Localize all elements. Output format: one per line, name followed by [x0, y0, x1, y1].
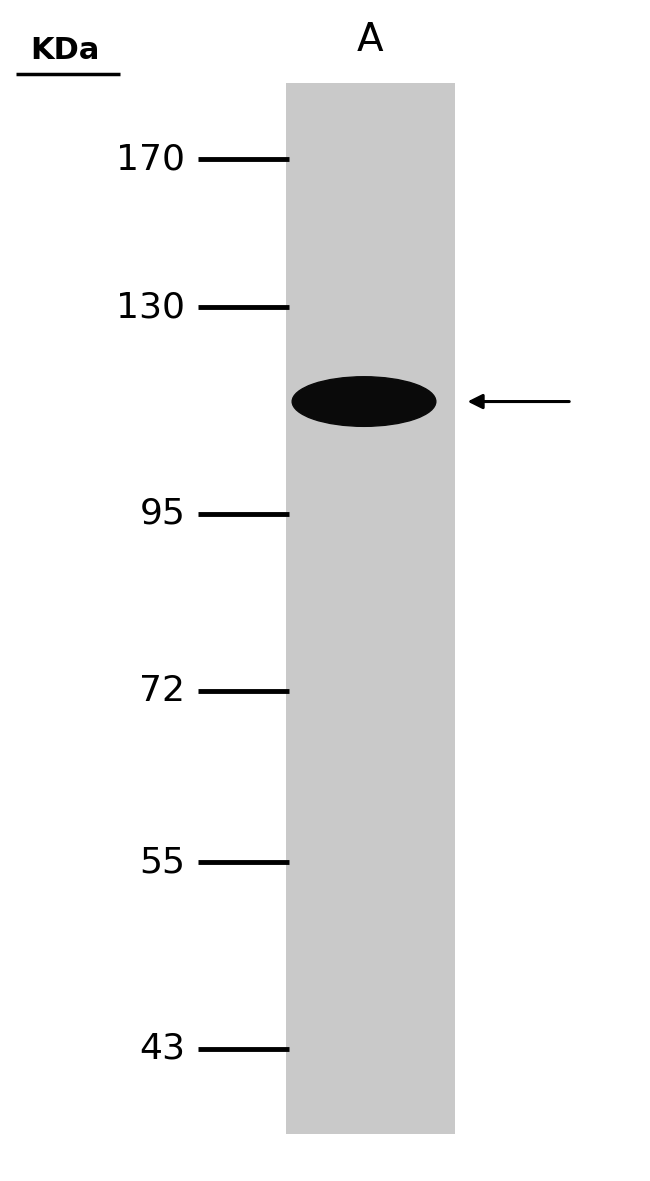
- Text: 170: 170: [116, 143, 185, 176]
- Text: 55: 55: [139, 846, 185, 879]
- Text: A: A: [358, 21, 384, 59]
- Bar: [286, 83, 455, 1134]
- Text: 72: 72: [139, 674, 185, 707]
- Text: 95: 95: [139, 497, 185, 530]
- Text: 43: 43: [139, 1032, 185, 1065]
- Ellipse shape: [292, 377, 436, 426]
- Text: 130: 130: [116, 291, 185, 324]
- Text: KDa: KDa: [31, 35, 99, 65]
